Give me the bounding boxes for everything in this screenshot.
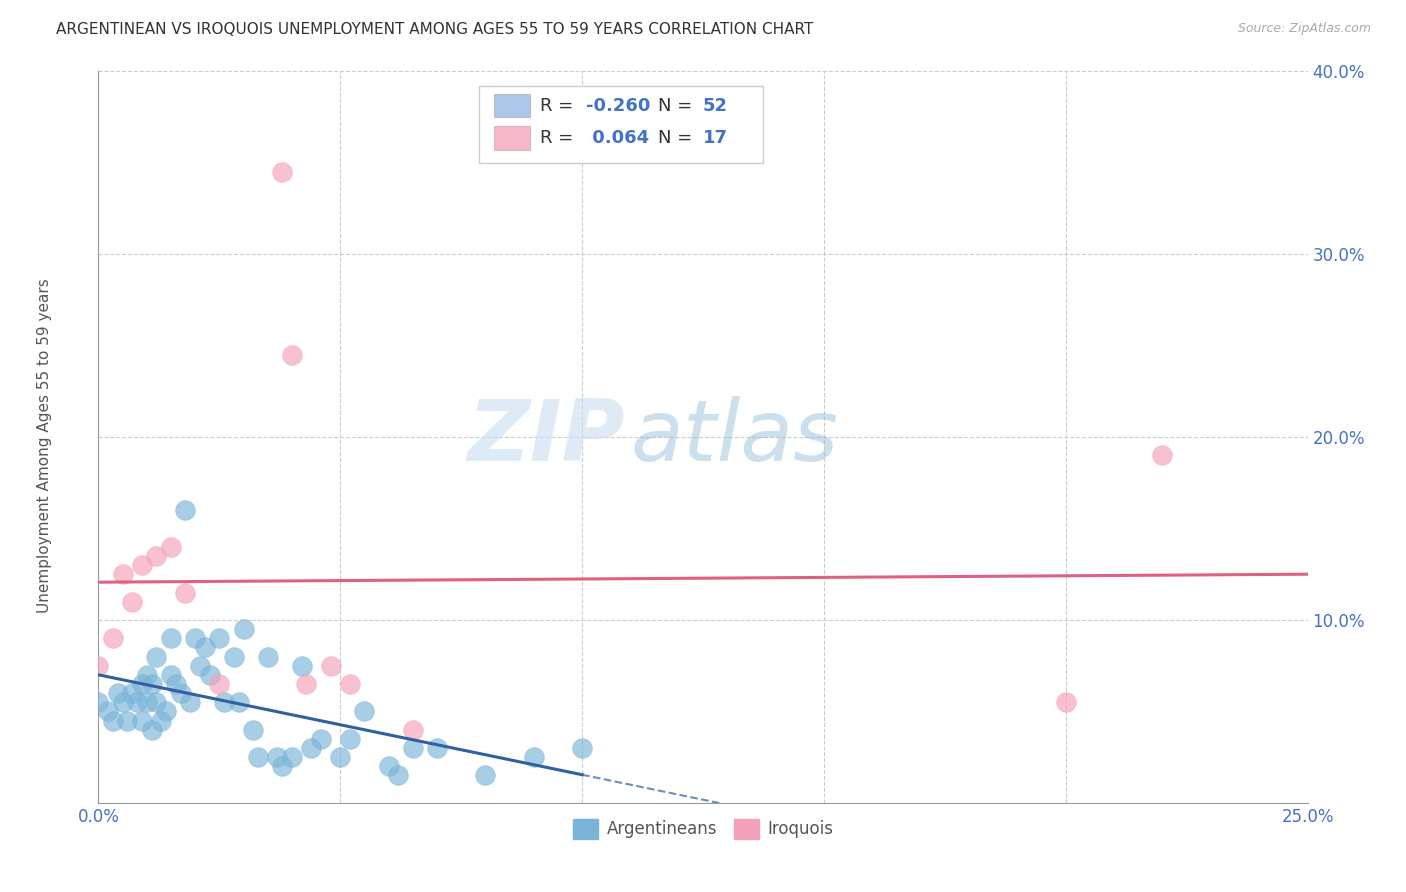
Point	[426, 740, 449, 755]
Bar	[479, 86, 763, 163]
Point	[228, 695, 250, 709]
Text: -0.260: -0.260	[586, 96, 650, 115]
Point	[131, 714, 153, 728]
Text: N =: N =	[658, 96, 699, 115]
Point	[232, 622, 254, 636]
Text: N =: N =	[658, 129, 699, 147]
Point	[198, 667, 221, 681]
Point	[97, 705, 120, 719]
Point	[121, 686, 143, 700]
Point	[319, 658, 342, 673]
Point	[141, 723, 163, 737]
Text: Source: ZipAtlas.com: Source: ZipAtlas.com	[1237, 22, 1371, 36]
Point	[145, 695, 167, 709]
Point	[295, 677, 318, 691]
Point	[256, 649, 278, 664]
Point	[160, 540, 183, 554]
Point	[160, 632, 183, 646]
Point	[165, 677, 187, 691]
Point	[135, 695, 157, 709]
Point	[145, 549, 167, 563]
Point	[290, 658, 312, 673]
Point	[377, 759, 399, 773]
Point	[150, 714, 173, 728]
Point	[266, 750, 288, 764]
Point	[208, 632, 231, 646]
Point	[135, 667, 157, 681]
Point	[174, 585, 197, 599]
Point	[155, 705, 177, 719]
Point	[87, 658, 110, 673]
Point	[247, 750, 270, 764]
Text: 17: 17	[703, 129, 728, 147]
Point	[169, 686, 191, 700]
Point	[208, 677, 231, 691]
Point	[281, 348, 304, 362]
Point	[474, 768, 496, 782]
Point	[309, 731, 332, 746]
Point	[387, 768, 409, 782]
Point	[329, 750, 352, 764]
Point	[271, 165, 294, 179]
Point	[571, 740, 593, 755]
Point	[299, 740, 322, 755]
Point	[271, 759, 294, 773]
Point	[402, 740, 425, 755]
Point	[184, 632, 207, 646]
Point	[1054, 695, 1077, 709]
Point	[121, 594, 143, 608]
Point	[101, 714, 124, 728]
Text: Unemployment Among Ages 55 to 59 years: Unemployment Among Ages 55 to 59 years	[38, 278, 52, 614]
Point	[179, 695, 201, 709]
Text: R =: R =	[540, 129, 579, 147]
Point	[101, 632, 124, 646]
Point	[127, 695, 149, 709]
Point	[281, 750, 304, 764]
Text: ZIP: ZIP	[467, 395, 624, 479]
Text: 0.064: 0.064	[586, 129, 648, 147]
Point	[1152, 448, 1174, 462]
Point	[117, 714, 139, 728]
Text: 52: 52	[703, 96, 728, 115]
Text: R =: R =	[540, 96, 579, 115]
Point	[242, 723, 264, 737]
Point	[174, 503, 197, 517]
Point	[87, 695, 110, 709]
Point	[523, 750, 546, 764]
Point	[339, 677, 361, 691]
Point	[212, 695, 235, 709]
Point	[222, 649, 245, 664]
Legend: Argentineans, Iroquois: Argentineans, Iroquois	[567, 812, 839, 846]
Point	[339, 731, 361, 746]
Point	[141, 677, 163, 691]
Point	[145, 649, 167, 664]
Bar	[494, 94, 530, 118]
Point	[353, 705, 375, 719]
Bar	[494, 127, 530, 150]
Text: atlas: atlas	[630, 395, 838, 479]
Point	[402, 723, 425, 737]
Text: ARGENTINEAN VS IROQUOIS UNEMPLOYMENT AMONG AGES 55 TO 59 YEARS CORRELATION CHART: ARGENTINEAN VS IROQUOIS UNEMPLOYMENT AMO…	[56, 22, 814, 37]
Point	[194, 640, 217, 655]
Point	[111, 567, 134, 582]
Point	[160, 667, 183, 681]
Point	[111, 695, 134, 709]
Point	[107, 686, 129, 700]
Point	[131, 677, 153, 691]
Point	[131, 558, 153, 573]
Point	[188, 658, 211, 673]
